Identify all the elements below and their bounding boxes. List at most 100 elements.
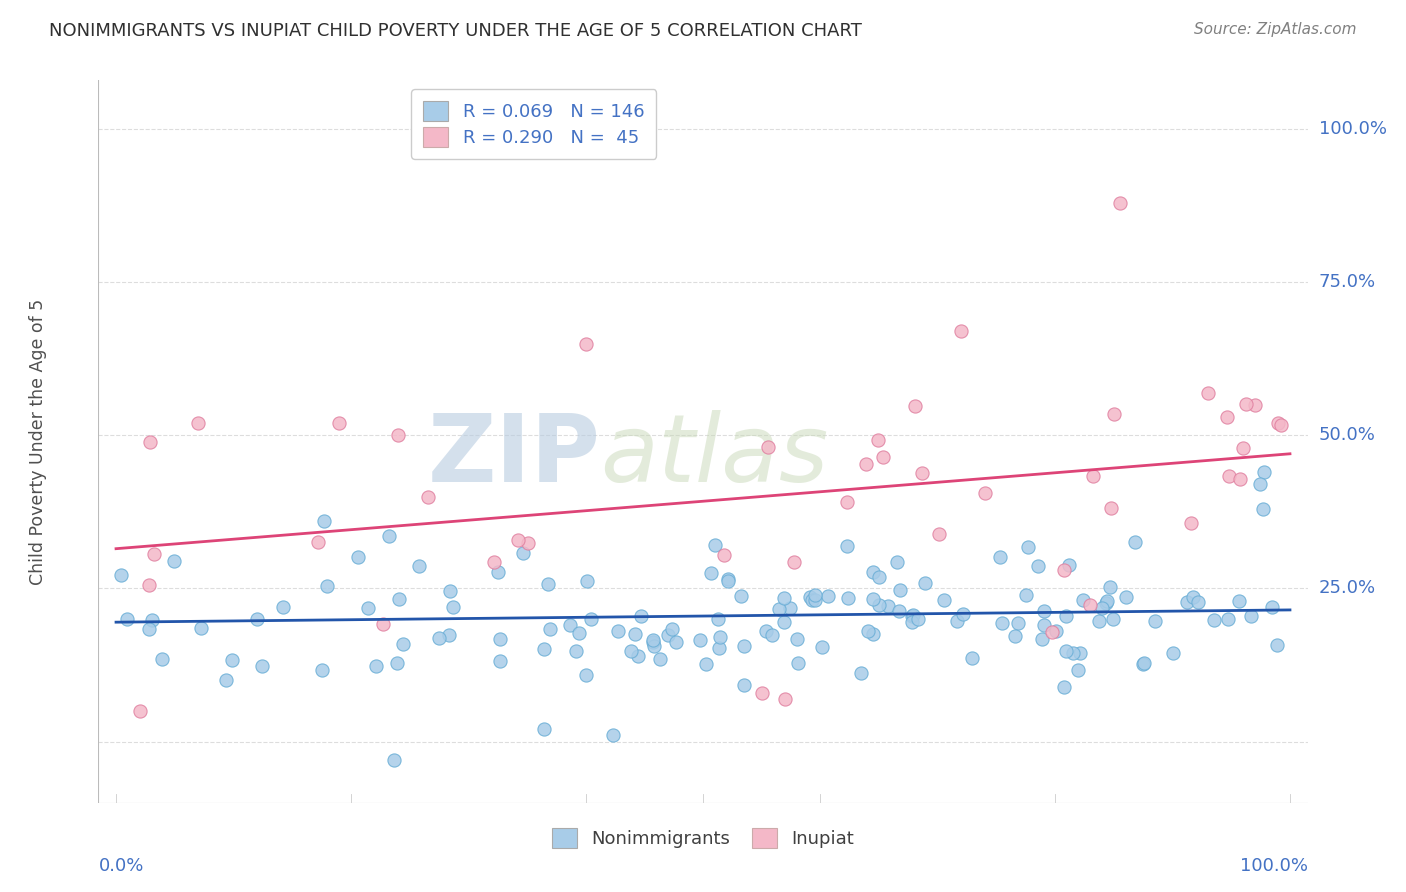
- Point: [1095, 593, 1118, 607]
- Point: [903, 399, 925, 413]
- Point: [1161, 646, 1184, 660]
- Point: [1094, 596, 1116, 610]
- Point: [886, 555, 908, 569]
- Point: [768, 601, 790, 615]
- Point: [1045, 624, 1067, 639]
- Point: [862, 566, 884, 580]
- Point: [755, 624, 778, 639]
- Point: [643, 635, 665, 649]
- Point: [1099, 500, 1122, 515]
- Point: [328, 416, 350, 430]
- Point: [643, 639, 665, 653]
- Point: [626, 648, 648, 663]
- Point: [346, 550, 368, 565]
- Point: [387, 657, 409, 671]
- Point: [138, 623, 160, 637]
- Point: [620, 644, 643, 658]
- Point: [856, 624, 879, 638]
- Point: [378, 529, 401, 543]
- Text: ZIP: ZIP: [427, 410, 600, 502]
- Point: [783, 555, 806, 569]
- Point: [1032, 604, 1054, 618]
- Point: [801, 593, 824, 607]
- Point: [862, 627, 884, 641]
- Point: [565, 644, 588, 658]
- Point: [416, 491, 439, 505]
- Point: [1015, 588, 1038, 602]
- Point: [1091, 600, 1114, 615]
- Point: [1243, 398, 1265, 412]
- Point: [371, 616, 394, 631]
- Point: [990, 616, 1012, 631]
- Point: [1108, 195, 1130, 210]
- Point: [1026, 558, 1049, 573]
- Point: [872, 450, 894, 464]
- Point: [817, 589, 839, 603]
- Text: atlas: atlas: [600, 410, 828, 501]
- Point: [516, 536, 538, 550]
- Point: [1098, 580, 1121, 594]
- Point: [1062, 646, 1084, 660]
- Point: [911, 466, 934, 480]
- Point: [271, 600, 294, 615]
- Point: [1218, 469, 1240, 483]
- Point: [441, 600, 464, 615]
- Point: [1227, 594, 1250, 608]
- Point: [1102, 612, 1125, 626]
- Point: [139, 434, 162, 449]
- Point: [1087, 614, 1109, 628]
- Point: [799, 590, 821, 604]
- Point: [1004, 629, 1026, 643]
- Point: [1007, 616, 1029, 631]
- Point: [786, 632, 808, 646]
- Point: [733, 640, 755, 654]
- Point: [1187, 595, 1209, 609]
- Point: [900, 615, 922, 630]
- Point: [537, 577, 560, 591]
- Point: [709, 630, 731, 644]
- Point: [779, 601, 801, 615]
- Point: [482, 555, 505, 569]
- Text: 25.0%: 25.0%: [1319, 580, 1376, 598]
- Point: [512, 546, 534, 560]
- Text: 50.0%: 50.0%: [1319, 426, 1375, 444]
- Point: [508, 533, 530, 548]
- Point: [110, 568, 132, 582]
- Point: [568, 626, 591, 640]
- Point: [810, 640, 832, 654]
- Point: [689, 633, 711, 648]
- Point: [730, 589, 752, 603]
- Point: [868, 599, 890, 613]
- Point: [695, 657, 717, 672]
- Point: [665, 635, 688, 649]
- Point: [489, 632, 512, 646]
- Text: Child Poverty Under the Age of 5: Child Poverty Under the Age of 5: [30, 299, 46, 584]
- Point: [1253, 465, 1275, 479]
- Point: [952, 607, 974, 621]
- Point: [607, 624, 630, 638]
- Point: [900, 608, 922, 623]
- Text: Source: ZipAtlas.com: Source: ZipAtlas.com: [1194, 22, 1357, 37]
- Point: [717, 573, 740, 587]
- Point: [1132, 656, 1154, 670]
- Point: [950, 324, 973, 338]
- Point: [868, 433, 890, 447]
- Point: [786, 656, 808, 670]
- Point: [1069, 646, 1091, 660]
- Point: [215, 673, 238, 687]
- Text: 75.0%: 75.0%: [1319, 273, 1376, 292]
- Point: [661, 622, 683, 636]
- Point: [1261, 599, 1284, 614]
- Point: [1249, 477, 1271, 491]
- Point: [962, 651, 984, 665]
- Point: [761, 628, 783, 642]
- Point: [928, 526, 950, 541]
- Point: [773, 615, 796, 629]
- Point: [246, 612, 269, 626]
- Point: [141, 613, 163, 627]
- Point: [190, 621, 212, 635]
- Point: [162, 554, 184, 568]
- Point: [988, 549, 1011, 564]
- Point: [576, 574, 599, 588]
- Point: [773, 691, 796, 706]
